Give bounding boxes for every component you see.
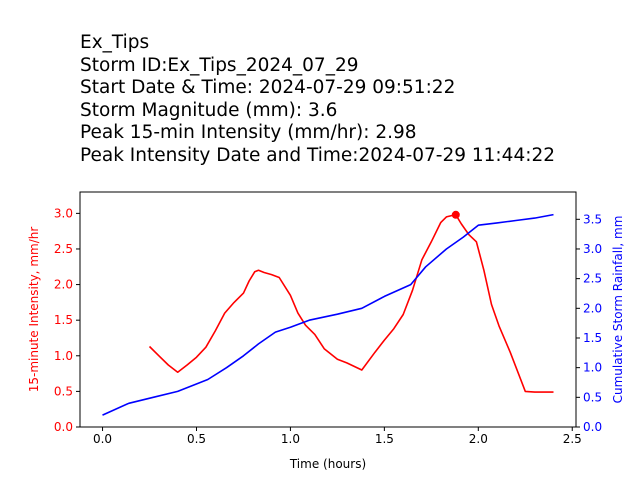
left-y-tick-label: 1.5 [54,313,73,327]
start-time-line: Start Date & Time: 2024-07-29 09:51:22 [80,77,456,98]
chart-title: Ex_Tips [80,32,150,53]
right-y-tick-label: 3.0 [583,242,602,256]
left-y-tick-label: 2.0 [54,278,73,292]
left-y-tick-label: 2.5 [54,242,73,256]
right-y-tick-label: 3.5 [583,212,602,226]
x-tick-label: 0.0 [93,432,112,446]
axes-layer [79,191,577,428]
cumulative-rainfall-line [102,213,554,416]
left-y-tick-label: 0.5 [54,384,73,398]
storm-id-line: Storm ID:Ex_Tips_2024_07_29 [80,54,359,76]
right-y-tick-label: 0.5 [583,390,602,404]
chart-title-block: Ex_Tips Storm ID:Ex_Tips_2024_07_29 Star… [80,32,555,167]
left-y-tick-label: 3.0 [54,206,73,220]
peak-intensity-line: Peak 15-min Intensity (mm/hr): 2.98 [80,122,417,143]
x-tick-label: 0.5 [187,432,206,446]
right-y-tick-label: 0.0 [583,420,602,434]
x-axis-label: Time (hours) [289,457,366,471]
right-axis-label: Cumulative Storm Rainfall, mm [611,216,625,404]
x-tick-label: 2.5 [563,432,582,446]
intensity-line [148,214,554,393]
right-y-tick-label: 2.0 [583,301,602,315]
left-y-tick-label: 0.0 [54,420,73,434]
storm-magnitude-line: Storm Magnitude (mm): 3.6 [80,99,338,121]
left-axis-label: 15-minute Intensity, mm/hr [27,227,41,393]
right-y-tick-label: 2.5 [583,272,602,286]
right-y-tick-label: 1.5 [583,331,602,345]
x-tick-label: 1.5 [375,432,394,446]
series-layer [102,210,554,416]
left-y-tick-label: 1.0 [54,349,73,363]
plot-frame [79,191,577,428]
x-tick-label: 1.0 [281,432,300,446]
peak-time-line: Peak Intensity Date and Time:2024-07-29 … [80,144,555,166]
ticks-layer: 0.0 0.5 1.0 1.5 2.0 2.50.00.51.01.52.02.53.00… [54,206,602,446]
right-y-tick-label: 1.0 [583,361,602,375]
peak-intensity-marker [451,210,460,219]
x-tick-label: 2.0 [469,432,488,446]
